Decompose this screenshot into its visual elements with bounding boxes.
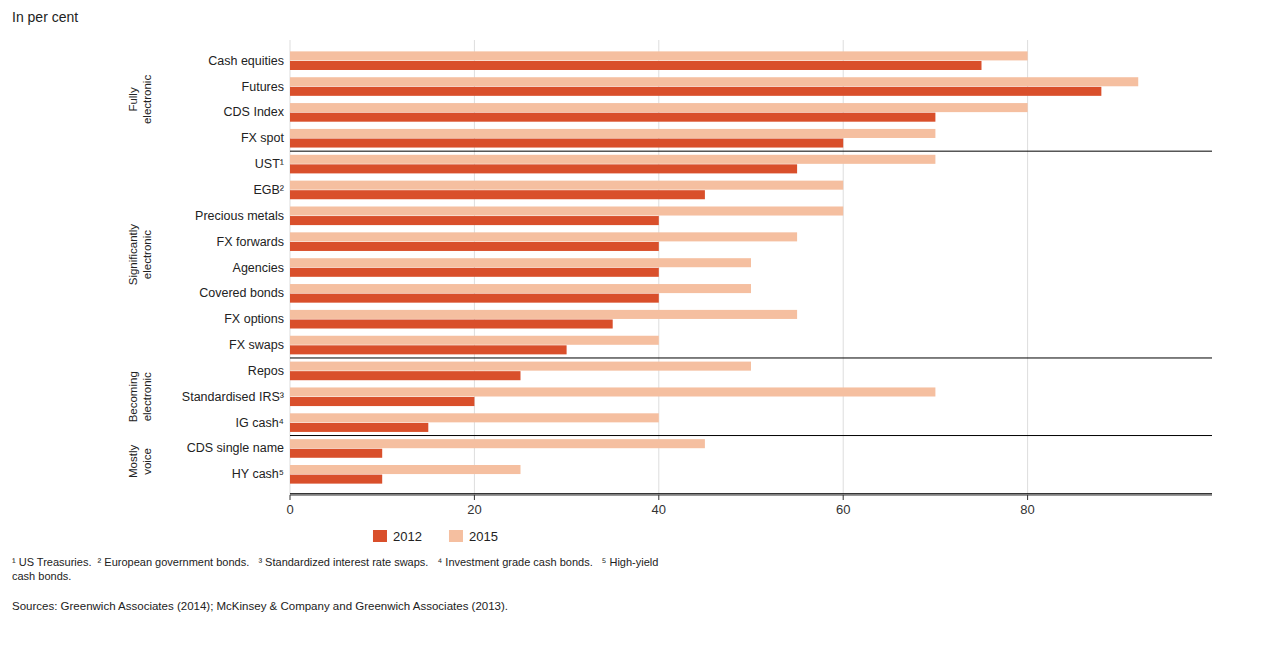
- bar: [290, 449, 382, 458]
- text-line: Significantly: [127, 224, 139, 286]
- group-separator: [290, 493, 1212, 494]
- bar: [290, 336, 659, 345]
- bar: [290, 87, 1101, 96]
- legend: 2012 2015: [373, 529, 498, 544]
- group-separator: [290, 357, 1212, 358]
- tick-label: 40: [652, 502, 666, 517]
- text-line: Mostly: [127, 445, 139, 478]
- category-label: Standardised IRS³: [182, 390, 284, 404]
- bar: [290, 439, 705, 448]
- bar: [290, 310, 797, 319]
- group-label: Fullyelectronic: [127, 75, 153, 124]
- legend-swatch: [449, 530, 463, 542]
- text-line: voice: [141, 448, 153, 475]
- category-label: FX swaps: [229, 338, 284, 352]
- bar: [290, 294, 659, 303]
- group-label: Becomingelectronic: [127, 371, 153, 422]
- category-label: EGB²: [253, 183, 284, 197]
- tick-mark: [290, 495, 291, 500]
- bar: [290, 155, 935, 164]
- category-label: Agencies: [233, 261, 284, 275]
- bar: [290, 371, 521, 380]
- group-separators: [290, 151, 1212, 494]
- text-line: ¹ US Treasuries. ² European government b…: [12, 556, 658, 568]
- group-labels: FullyelectronicSignificantlyelectronicBe…: [127, 75, 153, 478]
- legend-label: 2012: [393, 529, 422, 544]
- category-label: IG cash⁴: [236, 416, 284, 430]
- legend-label: 2015: [469, 529, 498, 544]
- bars: [290, 51, 1138, 483]
- bar: [290, 397, 474, 406]
- category-label: Futures: [242, 80, 284, 94]
- footnote: ¹ US Treasuries. ² European government b…: [12, 556, 658, 582]
- source: Sources: Greenwich Associates (2014); Mc…: [12, 600, 508, 612]
- category-label: UST¹: [255, 157, 284, 171]
- bar: [290, 77, 1138, 86]
- bar: [290, 61, 982, 70]
- category-label: Precious metals: [195, 209, 284, 223]
- text-line: Fully: [127, 87, 139, 112]
- bar: [290, 258, 751, 267]
- category-label: Cash equities: [208, 54, 284, 68]
- tick-mark: [658, 495, 659, 500]
- category-label: HY cash⁵: [232, 467, 284, 481]
- bar: [290, 164, 797, 173]
- group-separator: [290, 151, 1212, 152]
- bar: [290, 129, 935, 138]
- tick-label: 0: [286, 502, 293, 517]
- bar: [290, 319, 613, 328]
- bar: [290, 190, 705, 199]
- bar: [290, 138, 843, 147]
- category-label: CDS Index: [224, 105, 285, 119]
- text-line: cash bonds.: [12, 570, 71, 582]
- axis-line: [290, 495, 1212, 496]
- bar: [290, 103, 1028, 112]
- group-separator: [290, 435, 1212, 436]
- bar: [290, 216, 659, 225]
- bar: [290, 232, 797, 241]
- text-line: electronic: [141, 230, 153, 279]
- text-line: electronic: [141, 75, 153, 124]
- grid: [290, 40, 1028, 495]
- bar: [290, 268, 659, 277]
- bar: [290, 465, 521, 474]
- bar: [290, 345, 567, 354]
- category-label: FX forwards: [217, 235, 284, 249]
- bar: [290, 113, 935, 122]
- bar: [290, 423, 428, 432]
- bar: [290, 206, 843, 215]
- bar: [290, 242, 659, 251]
- tick-mark: [1027, 495, 1028, 500]
- bar: [290, 51, 1028, 60]
- category-label: FX spot: [241, 131, 285, 145]
- title: In per cent: [12, 9, 78, 25]
- bar: [290, 284, 751, 293]
- bar: [290, 387, 935, 396]
- text-line: electronic: [141, 372, 153, 421]
- tick-label: 60: [836, 502, 850, 517]
- tick-label: 80: [1020, 502, 1034, 517]
- bar: [290, 362, 751, 371]
- bar: [290, 413, 659, 422]
- x-axis: 0 20 40 60 80: [286, 495, 1212, 517]
- tick-mark: [843, 495, 844, 500]
- category-label: FX options: [224, 312, 284, 326]
- category-label: Covered bonds: [199, 286, 284, 300]
- y-axis: Cash equities Futures CDS Index FX spot UST¹…: [182, 54, 285, 482]
- bar: [290, 181, 843, 190]
- chart: In per cent 0 20 40 60 80 Cash equities Futures…: [0, 0, 1263, 647]
- category-label: CDS single name: [187, 441, 284, 455]
- bar: [290, 475, 382, 484]
- group-label: Significantlyelectronic: [127, 224, 153, 286]
- tick-label: 20: [467, 502, 481, 517]
- group-label: Mostlyvoice: [127, 445, 153, 478]
- text-line: Becoming: [127, 371, 139, 422]
- tick-mark: [474, 495, 475, 500]
- legend-swatch: [373, 530, 387, 542]
- category-label: Repos: [248, 364, 284, 378]
